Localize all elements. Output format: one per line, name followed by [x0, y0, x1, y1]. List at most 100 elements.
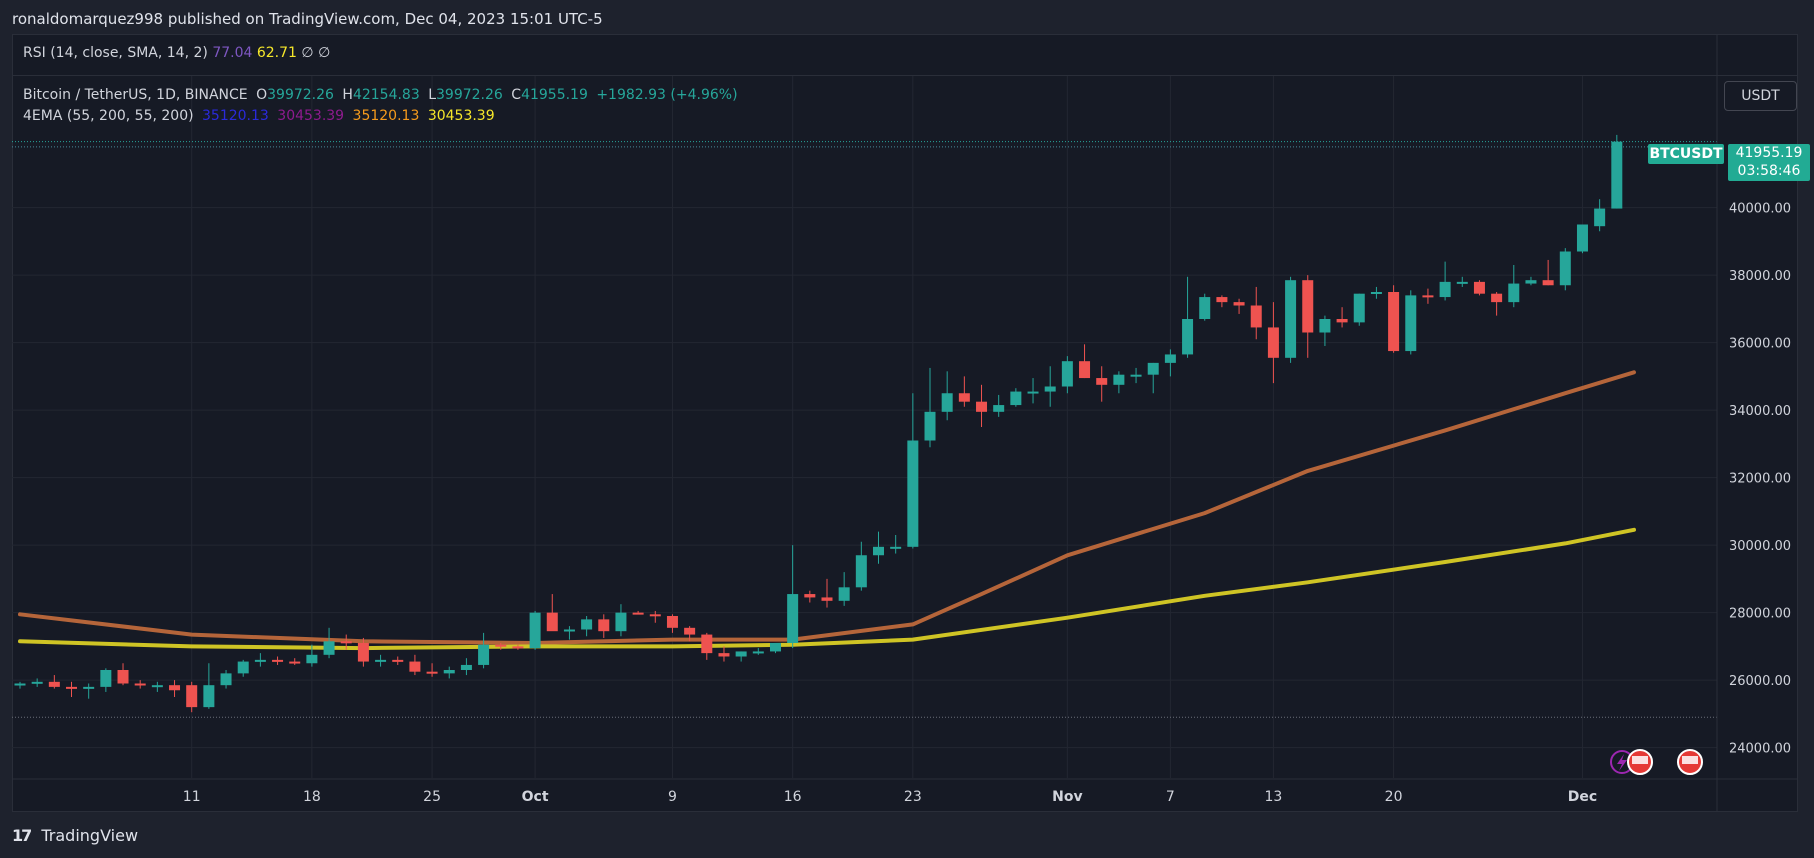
- x-tick-label: 9: [668, 789, 677, 805]
- y-tick-label: 32000.00: [1729, 472, 1791, 487]
- candle-body: [254, 659, 266, 662]
- candle-body: [1216, 297, 1228, 303]
- footer-brand[interactable]: 17 TradingView: [12, 826, 138, 845]
- last-price-box: 41955.19 03:58:46: [1728, 144, 1810, 181]
- candle-body: [460, 664, 472, 670]
- candle-body: [752, 651, 764, 654]
- x-tick-label: 18: [303, 789, 321, 805]
- candle-body: [1147, 362, 1159, 375]
- last-price-value: 41955.19: [1735, 145, 1803, 161]
- candle-body: [958, 393, 970, 402]
- candle-body: [31, 681, 43, 684]
- grid-layer: [12, 76, 1717, 778]
- candle-body: [976, 401, 988, 412]
- candle-body: [1473, 281, 1485, 294]
- candle-body: [1388, 292, 1400, 352]
- x-tick-label: 16: [784, 789, 802, 805]
- candle-body: [186, 685, 198, 708]
- candle-body: [649, 614, 661, 617]
- candle-body: [838, 587, 850, 601]
- candle-body: [409, 661, 421, 672]
- candle-body: [392, 659, 404, 662]
- y-tick-label: 38000.00: [1729, 269, 1791, 284]
- candle-body: [529, 612, 541, 649]
- candle-body: [1491, 293, 1503, 303]
- candle-body: [14, 683, 26, 686]
- rsi-label: RSI (14, close, SMA, 14, 2): [23, 45, 208, 61]
- candle-body: [804, 594, 816, 598]
- candle-body: [323, 641, 335, 655]
- candle-body: [151, 685, 163, 688]
- candle-body: [907, 440, 919, 547]
- currency-button[interactable]: USDT: [1724, 81, 1797, 111]
- candles: [14, 134, 1623, 713]
- us-flag-canton: [1632, 756, 1648, 764]
- x-tick-label: 13: [1264, 789, 1282, 805]
- candle-body: [426, 671, 438, 674]
- y-tick-label: 30000.00: [1729, 539, 1791, 554]
- candle-body: [1302, 280, 1314, 333]
- candle-body: [512, 646, 524, 649]
- candle-body: [66, 686, 78, 689]
- event-markers: [1610, 749, 1703, 775]
- x-tick-label: Oct: [522, 789, 549, 805]
- candle-body: [134, 683, 146, 686]
- candle-body: [340, 641, 352, 644]
- rsi-value-4: ∅: [318, 45, 331, 61]
- ema-legend[interactable]: 4EMA (55, 200, 55, 200) 35120.13 30453.3…: [23, 108, 499, 124]
- ema-value-3: 35120.13: [352, 108, 420, 124]
- candle-body: [1439, 281, 1451, 298]
- price-level-lines: [12, 141, 1717, 718]
- candle-body: [1130, 374, 1142, 377]
- candle-body: [993, 405, 1005, 412]
- candle-body: [272, 659, 284, 662]
- candle-body: [1542, 280, 1554, 286]
- us-flag-canton: [1682, 756, 1698, 764]
- y-tick-label: 24000.00: [1729, 742, 1791, 757]
- candle-body: [1405, 295, 1417, 352]
- candle-body: [83, 686, 95, 689]
- candle-body: [1267, 327, 1279, 358]
- candle-body: [581, 619, 593, 630]
- last-price-symbol: BTCUSDT: [1648, 144, 1724, 164]
- candle-body: [546, 612, 558, 632]
- candle-body: [1336, 319, 1348, 323]
- candle-body: [117, 670, 129, 684]
- symbol-legend[interactable]: Bitcoin / TetherUS, 1D, BINANCE O39972.2…: [23, 87, 742, 103]
- y-tick-label: 36000.00: [1729, 337, 1791, 352]
- candle-body: [1113, 374, 1125, 385]
- x-tick-label: 25: [423, 789, 441, 805]
- y-tick-label: 40000.00: [1729, 202, 1791, 217]
- bar-countdown: 03:58:46: [1737, 163, 1801, 179]
- candle-body: [1576, 224, 1588, 252]
- candle-body: [237, 661, 249, 674]
- rsi-legend[interactable]: RSI (14, close, SMA, 14, 2) 77.04 62.71 …: [23, 45, 330, 61]
- candle-body: [1061, 361, 1073, 387]
- candle-body: [220, 673, 232, 686]
- candle-body: [1285, 280, 1297, 358]
- candle-body: [701, 634, 713, 654]
- candle-body: [1456, 281, 1468, 284]
- rsi-value-1: 77.04: [212, 45, 253, 61]
- candle-body: [1508, 283, 1520, 303]
- ema-value-4: 30453.39: [427, 108, 495, 124]
- candle-body: [1233, 302, 1245, 306]
- candle-body: [306, 654, 318, 664]
- candle-body: [924, 411, 936, 441]
- x-tick-label: 23: [904, 789, 922, 805]
- candle-body: [855, 555, 867, 588]
- candle-body: [1010, 391, 1022, 406]
- candle-body: [1044, 386, 1056, 392]
- candle-body: [1199, 297, 1211, 319]
- axes: 24000.00 26000.00 28000.00 30000.00 32000.00…: [12, 35, 1798, 811]
- rsi-value-2: 62.71: [256, 45, 297, 61]
- candle-body: [375, 659, 387, 662]
- ema-value-2: 30453.39: [277, 108, 345, 124]
- candle-body: [941, 393, 953, 412]
- y-tick-label: 26000.00: [1729, 674, 1791, 689]
- candle-body: [289, 661, 301, 664]
- candle-body: [100, 670, 112, 687]
- ohlc-open: O39972.26: [256, 87, 334, 103]
- candle-body: [169, 685, 181, 691]
